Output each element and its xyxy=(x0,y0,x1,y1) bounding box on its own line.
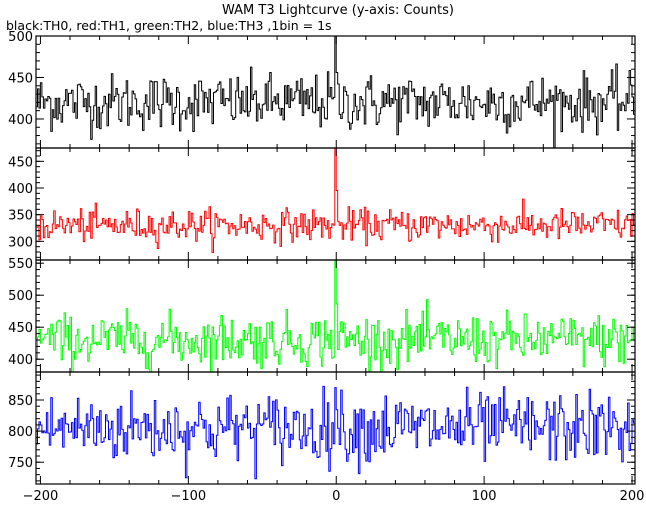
x-tick-label: 200 xyxy=(620,489,645,504)
y-tick-label: 500 xyxy=(8,289,33,304)
y-tick-label: 450 xyxy=(8,321,33,336)
x-tick-label: −100 xyxy=(170,489,206,504)
chart-subtitle: black:TH0, red:TH1, green:TH2, blue:TH3 … xyxy=(6,18,332,33)
y-tick-label: 800 xyxy=(8,425,33,440)
y-tick-label: 400 xyxy=(8,182,33,197)
x-tick-label: 100 xyxy=(472,489,497,504)
y-tick-label: 400 xyxy=(8,353,33,368)
series-th3 xyxy=(36,385,635,480)
series-th1 xyxy=(36,148,635,253)
series-th0 xyxy=(36,36,635,148)
series-th2 xyxy=(36,260,635,372)
panel-th2: 400 450 500 550 xyxy=(8,257,636,373)
panel-th3: 750 800 850 xyxy=(8,371,636,485)
y-tick-label: 550 xyxy=(8,257,33,272)
panel-frame xyxy=(35,371,636,485)
panel-th0: 400 450 500 xyxy=(8,30,636,149)
x-tick-label: −200 xyxy=(23,489,59,504)
y-tick-label: 350 xyxy=(8,209,33,224)
panels: 400 450 500 300 350 400 450 400 450 500 550 750 800 8… xyxy=(8,30,644,504)
y-tick-label: 500 xyxy=(8,30,33,45)
y-tick-label: 300 xyxy=(8,235,33,250)
y-tick-label: 850 xyxy=(8,394,33,409)
chart-title: WAM T3 Lightcurve (y-axis: Counts) xyxy=(222,3,454,18)
panel-frame xyxy=(35,147,636,261)
y-tick-label: 750 xyxy=(8,456,33,471)
y-tick-label: 450 xyxy=(8,155,33,170)
panel-th1: 300 350 400 450 xyxy=(8,147,636,261)
y-tick-label: 450 xyxy=(8,71,33,86)
y-tick-label: 400 xyxy=(8,113,33,128)
x-tick-label: 0 xyxy=(332,489,340,504)
